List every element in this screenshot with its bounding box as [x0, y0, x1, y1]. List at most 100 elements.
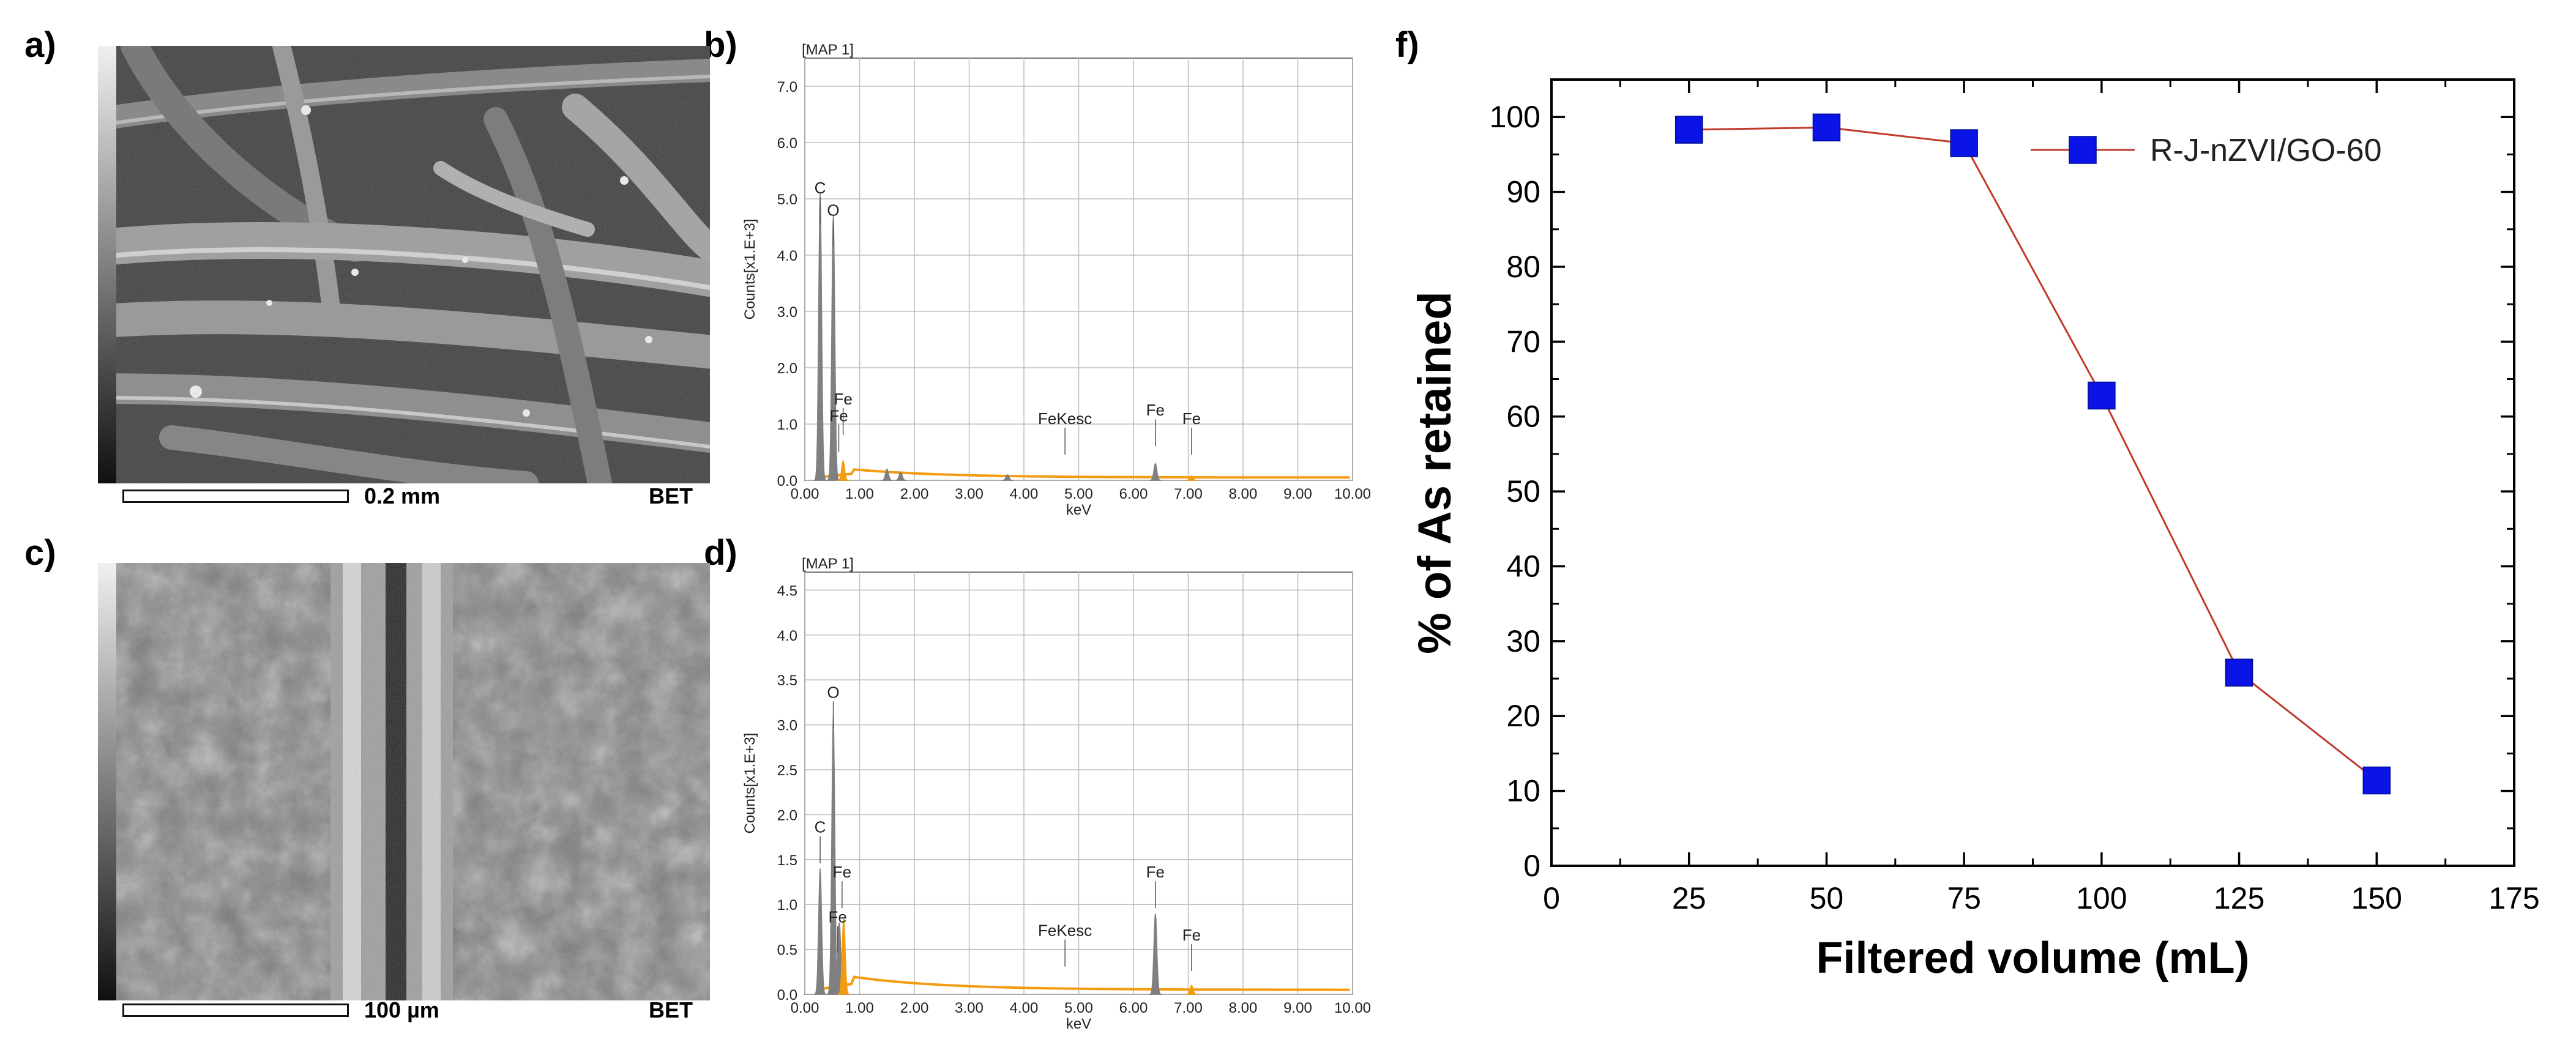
x-tick-label: 125	[2214, 881, 2264, 915]
y-tick-label: 1.5	[777, 852, 797, 869]
x-tick-label: 175	[2488, 881, 2539, 915]
spectrum-peak	[837, 918, 850, 995]
y-axis-label: Counts[x1.E+3]	[742, 219, 758, 320]
y-tick-label: 20	[1506, 699, 1540, 733]
spectrum-background	[815, 975, 1350, 991]
x-tick-label: 100	[2076, 881, 2127, 915]
data-point-marker	[2362, 766, 2391, 795]
x-tick-label: 9.00	[1283, 486, 1312, 502]
peak-annotation: Fe	[833, 863, 851, 881]
y-tick-label: 10	[1506, 774, 1540, 808]
y-tick-label: 70	[1506, 324, 1540, 359]
data-point-marker	[1674, 116, 1703, 144]
x-tick-label: 4.00	[1010, 1000, 1039, 1016]
peak-annotation: Fe	[834, 390, 852, 408]
peak-annotation: Fe	[1182, 409, 1201, 428]
peak-annotation: Fe	[1182, 926, 1201, 944]
y-tick-label: 4.0	[777, 248, 797, 264]
x-tick-label: 10.00	[1334, 1000, 1371, 1016]
peak-annotation: Fe	[829, 908, 847, 926]
x-tick-label: 5.00	[1064, 1000, 1093, 1016]
x-tick-label: 0.00	[791, 486, 819, 502]
x-tick-label: 6.00	[1119, 1000, 1148, 1016]
panel-label-a: a)	[24, 25, 56, 65]
peak-annotation: FeKesc	[1038, 922, 1092, 940]
x-tick-label: 1.00	[845, 1000, 874, 1016]
x-tick-label: 2.00	[900, 486, 929, 502]
spectrum-peak	[1149, 913, 1162, 995]
y-tick-label: 3.0	[777, 718, 797, 734]
spectrum-peak	[837, 460, 849, 481]
peak-annotation: Fe	[1146, 863, 1165, 881]
y-tick-label: 1.0	[777, 897, 797, 914]
x-tick-label: 8.00	[1229, 1000, 1258, 1016]
retention-line-chart: 0 25 50 75 100 125 150 175 0 10 20 30 40 50 60 70 80 90 10…	[1409, 78, 2540, 983]
spectrum-background	[815, 468, 1350, 479]
detector-tag-c: BET	[649, 997, 693, 1022]
x-tick-label: 150	[2351, 881, 2402, 915]
sem-image-a	[98, 46, 710, 483]
y-tick-label: 30	[1506, 624, 1540, 658]
y-tick-label: 0	[1523, 849, 1540, 883]
x-tick-label: 10.00	[1334, 486, 1371, 502]
spectrum-peak	[895, 471, 906, 481]
spectrum-title: [MAP 1]	[802, 556, 854, 572]
x-tick-label: 3.00	[955, 1000, 984, 1016]
sem-image-c	[98, 563, 710, 1000]
scale-bar-c	[122, 1003, 349, 1017]
y-tick-label: 2.5	[777, 762, 797, 779]
y-tick-label: 6.0	[777, 135, 797, 152]
peak-annotation: O	[827, 201, 839, 220]
x-axis-label: keV	[1066, 1016, 1091, 1032]
spectrum-title: [MAP 1]	[802, 42, 854, 58]
data-point-marker	[2225, 658, 2253, 687]
y-tick-label: 60	[1506, 400, 1540, 434]
spectrum-peak	[1149, 462, 1162, 481]
x-tick-label: 5.00	[1064, 486, 1093, 502]
data-point-marker	[1950, 129, 1978, 157]
x-tick-label: 3.00	[955, 486, 984, 502]
x-tick-label: 9.00	[1283, 1000, 1312, 1016]
series-line	[1689, 126, 2378, 781]
x-tick-label: 6.00	[1119, 486, 1148, 502]
spectrum-peak	[813, 868, 827, 995]
detector-tag-a: BET	[649, 483, 693, 508]
y-tick-label: 1.0	[777, 417, 797, 433]
y-tick-label: 4.5	[777, 583, 797, 599]
x-tick-label: 50	[1810, 881, 1844, 915]
y-tick-label: 2.0	[777, 360, 797, 377]
x-axis-label: Filtered volume (mL)	[1816, 934, 2249, 983]
y-tick-label: 7.0	[777, 79, 797, 95]
x-tick-label: 7.00	[1174, 486, 1203, 502]
y-tick-label: 0.5	[777, 942, 797, 959]
x-tick-label: 75	[1947, 881, 1981, 915]
data-point-marker	[2088, 381, 2116, 410]
y-tick-label: 5.0	[777, 192, 797, 208]
y-tick-label: 90	[1506, 175, 1540, 209]
spectrum-peak	[881, 468, 893, 481]
panel-label-f: f)	[1395, 25, 1419, 65]
spectrum-peak	[1001, 474, 1014, 481]
eds-spectrum-b: 0.00 1.00 2.00 3.00 4.00 5.00 6.00 7.00 8.00 9.00…	[742, 42, 1371, 518]
legend-label: R-J-nZVI/GO-60	[2150, 133, 2382, 168]
peak-annotation: O	[827, 683, 839, 702]
x-tick-label: 0.00	[791, 1000, 819, 1016]
y-tick-label: 3.0	[777, 304, 797, 321]
x-tick-label: 25	[1672, 881, 1706, 915]
x-tick-label: 8.00	[1229, 486, 1258, 502]
y-tick-label: 40	[1506, 549, 1540, 583]
peak-annotation: Fe	[829, 406, 848, 425]
y-tick-label: 2.0	[777, 807, 797, 824]
legend-marker	[2069, 136, 2097, 164]
plot-frame	[1550, 78, 2515, 867]
scale-label-c: 100 µm	[364, 997, 439, 1022]
y-tick-label: 0.0	[777, 987, 797, 1003]
spectrum-peak	[1185, 985, 1198, 995]
x-tick-label: 4.00	[1010, 486, 1039, 502]
y-axis-label: Counts[x1.E+3]	[742, 733, 758, 834]
peak-annotation: FeKesc	[1038, 409, 1092, 428]
x-tick-label: 0	[1543, 881, 1560, 915]
scale-bar-a	[122, 490, 349, 503]
x-tick-label: 1.00	[845, 486, 874, 502]
y-tick-label: 3.5	[777, 672, 797, 689]
